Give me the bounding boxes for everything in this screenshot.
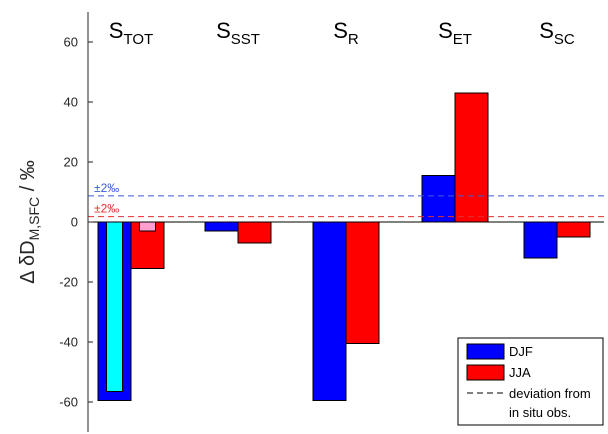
category-label-sst: SSST [216,18,260,48]
bar-jja-4 [556,221,591,238]
bar-djf-2 [312,221,347,401]
inner-bar-jja [139,221,156,232]
bar-djf-1 [204,221,239,232]
legend-label: deviation from [509,386,591,401]
category-labels: STOT SSST SR SET SSC [109,18,575,48]
category-label-r: SR [333,18,359,48]
y-axis-label: Δ δDM,SFC / ‰ [17,160,42,284]
y-tick-label: 0 [71,215,78,230]
reference-lines: ±2‰ ±2‰ [88,181,604,218]
y-tick-label: -20 [59,275,78,290]
legend-swatch-jja [466,364,505,381]
legend-swatch-djf [466,343,505,360]
bar-jja-3 [454,92,489,223]
inner-bar-djf [106,221,123,392]
y-tick-label: 40 [64,95,78,110]
y-tick-label: 20 [64,155,78,170]
reference-label-0: ±2‰ [94,181,119,195]
bar-jja-2 [345,221,380,344]
y-tick-label: -40 [59,335,78,350]
category-label-et: SET [438,18,472,48]
legend-label: JJA [509,365,531,380]
category-label-sc: SSC [539,18,575,48]
legend-label: DJF [509,344,533,359]
bar-jja-1 [237,221,272,244]
category-label-tot: STOT [109,18,153,48]
y-tick-label: -60 [59,395,78,410]
legend: DJF JJA deviation from in situ obs. [457,337,604,426]
bar-djf-3 [421,175,456,223]
y-tick-label: 60 [64,35,78,50]
axes: -60 -40 -20 0 20 40 60 Δ δDM,SFC / ‰ [17,12,604,432]
reference-label-1: ±2‰ [94,202,119,216]
legend-label-line2: in situ obs. [509,405,571,420]
bar-djf-4 [523,221,558,259]
